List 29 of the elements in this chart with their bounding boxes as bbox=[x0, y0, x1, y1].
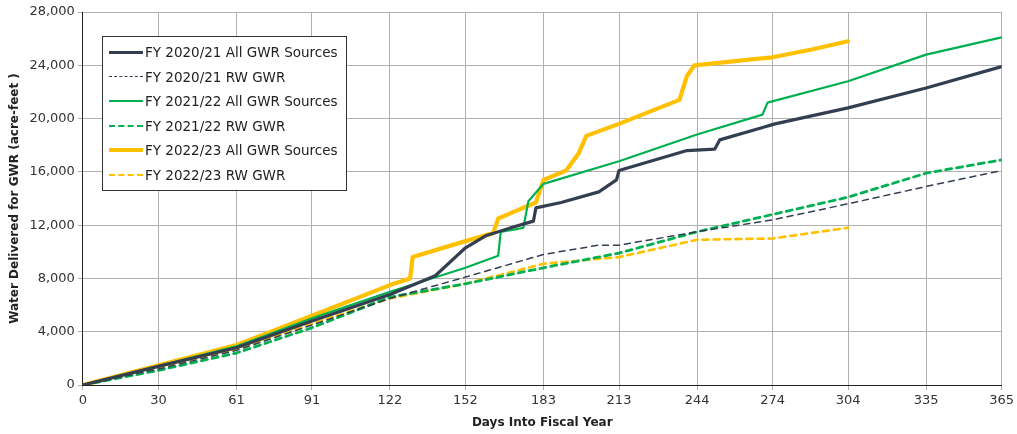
x-tick-label: 30 bbox=[150, 392, 167, 408]
x-tick-label: 183 bbox=[531, 392, 556, 408]
y-tick-label: 4,000 bbox=[37, 323, 75, 339]
x-tick-label: 61 bbox=[228, 392, 245, 408]
y-tick-label: 12,000 bbox=[29, 216, 75, 232]
x-tick-label: 335 bbox=[913, 392, 939, 408]
legend-label: FY 2022/23 RW GWR bbox=[145, 165, 286, 185]
x-tick-label: 213 bbox=[606, 392, 632, 408]
x-tick-label: 244 bbox=[684, 392, 710, 408]
legend-label: FY 2020/21 All GWR Sources bbox=[145, 43, 338, 62]
y-tick-label: 0 bbox=[66, 376, 75, 392]
y-tick-label: 20,000 bbox=[29, 109, 75, 125]
y-tick-label: 16,000 bbox=[29, 163, 75, 179]
x-tick-label: 152 bbox=[453, 392, 478, 408]
x-tick-label: 0 bbox=[78, 392, 88, 408]
x-tick-label: 91 bbox=[303, 392, 321, 408]
x-tick-label: 304 bbox=[835, 392, 861, 408]
legend-label: FY 2021/22 All GWR Sources bbox=[145, 92, 338, 111]
y-tick-label: 28,000 bbox=[29, 3, 75, 19]
x-tick-label: 122 bbox=[377, 392, 403, 408]
y-axis-title: Water Delivered for GWR (acre-feet ) bbox=[7, 73, 22, 324]
x-tick-label: 274 bbox=[760, 392, 785, 408]
y-tick-label: 8,000 bbox=[37, 269, 75, 285]
x-tick-label: 365 bbox=[989, 392, 1015, 408]
legend-label: FY 2021/22 RW GWR bbox=[145, 116, 286, 136]
legend-label: FY 2022/23 All GWR Sources bbox=[145, 141, 338, 160]
legend-label: FY 2020/21 RW GWR bbox=[145, 67, 286, 87]
x-axis-title: Days Into Fiscal Year bbox=[471, 414, 613, 429]
y-tick-label: 24,000 bbox=[29, 56, 75, 72]
